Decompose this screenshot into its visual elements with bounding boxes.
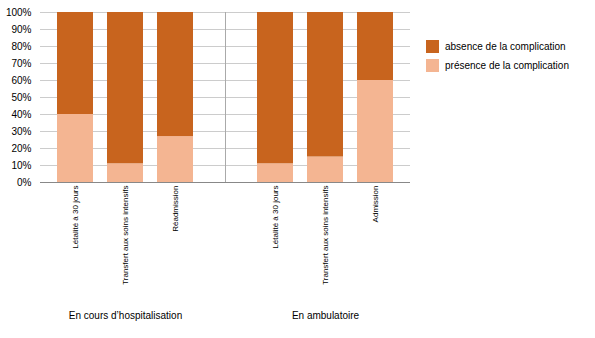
svg-text:70%: 70%: [11, 58, 31, 69]
svg-text:Létalité à 30 jours: Létalité à 30 jours: [271, 186, 280, 249]
svg-text:Létalité à 30 jours: Létalité à 30 jours: [71, 186, 80, 249]
svg-text:Transfert aux soins intensifs: Transfert aux soins intensifs: [321, 186, 330, 285]
svg-text:Transfert aux soins intensifs: Transfert aux soins intensifs: [121, 186, 130, 285]
svg-text:En cours d’hospitalisation: En cours d’hospitalisation: [69, 310, 182, 321]
svg-text:20%: 20%: [11, 143, 31, 154]
svg-text:En ambulatoire: En ambulatoire: [292, 310, 360, 321]
svg-text:90%: 90%: [11, 24, 31, 35]
svg-text:Admission: Admission: [371, 186, 380, 223]
svg-text:0%: 0%: [17, 177, 32, 188]
svg-text:10%: 10%: [11, 160, 31, 171]
svg-text:80%: 80%: [11, 41, 31, 52]
svg-text:30%: 30%: [11, 126, 31, 137]
svg-text:40%: 40%: [11, 109, 31, 120]
html-text:absence de la complication: absence de la complication: [445, 41, 566, 52]
svg-text:60%: 60%: [11, 75, 31, 86]
svg-text:50%: 50%: [11, 92, 31, 103]
svg-text:Réadmission: Réadmission: [171, 186, 180, 232]
svg-text:100%: 100%: [6, 7, 32, 18]
html-text:présence de la complication: présence de la complication: [445, 60, 569, 71]
